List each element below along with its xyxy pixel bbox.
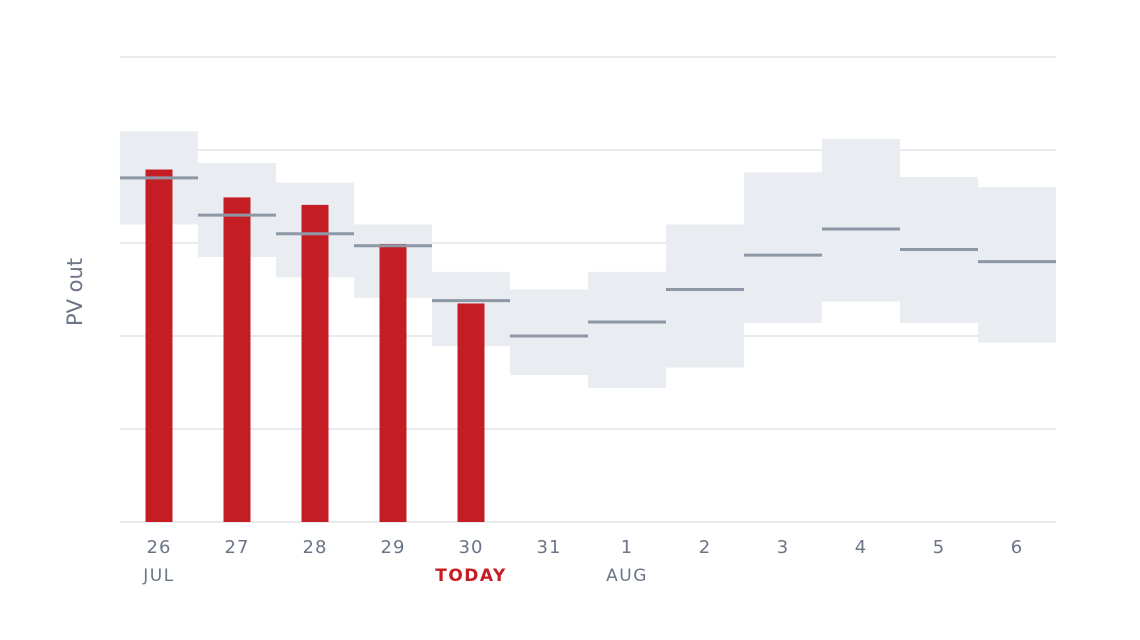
x-tick-label: 30 bbox=[459, 537, 484, 558]
x-tick-label: 29 bbox=[381, 537, 406, 558]
month-label: AUG bbox=[606, 566, 648, 586]
x-axis-sublabels: JUL TODAY AUG bbox=[142, 566, 648, 586]
x-tick-label: 6 bbox=[1011, 537, 1023, 558]
forecast-medians bbox=[120, 176, 1056, 338]
x-tick-label: 27 bbox=[225, 537, 250, 558]
x-tick-label: 4 bbox=[855, 537, 867, 558]
x-tick-label: 3 bbox=[777, 537, 789, 558]
y-axis-label: PV out bbox=[63, 258, 87, 326]
actual-bar bbox=[301, 204, 329, 522]
actual-bar bbox=[223, 197, 251, 522]
x-tick-label: 2 bbox=[699, 537, 711, 558]
forecast-band bbox=[510, 289, 588, 376]
today-label: TODAY bbox=[435, 566, 507, 586]
x-tick-label: 1 bbox=[621, 537, 633, 558]
forecast-bands bbox=[120, 131, 1056, 389]
x-axis-ticks: 26 27 28 29 30 31 1 2 3 4 5 6 bbox=[147, 537, 1023, 558]
forecast-band bbox=[744, 172, 822, 323]
forecast-band bbox=[978, 187, 1056, 343]
x-tick-label: 28 bbox=[303, 537, 328, 558]
actual-bar bbox=[379, 243, 407, 522]
x-tick-label: 5 bbox=[933, 537, 945, 558]
forecast-band bbox=[588, 271, 666, 389]
forecast-band bbox=[666, 224, 744, 368]
x-tick-label: 26 bbox=[147, 537, 172, 558]
forecast-band bbox=[822, 138, 900, 302]
x-tick-label: 31 bbox=[537, 537, 562, 558]
actual-bars bbox=[145, 169, 485, 522]
actual-bar bbox=[145, 169, 173, 522]
month-label: JUL bbox=[142, 566, 174, 586]
actual-bar bbox=[457, 303, 485, 522]
